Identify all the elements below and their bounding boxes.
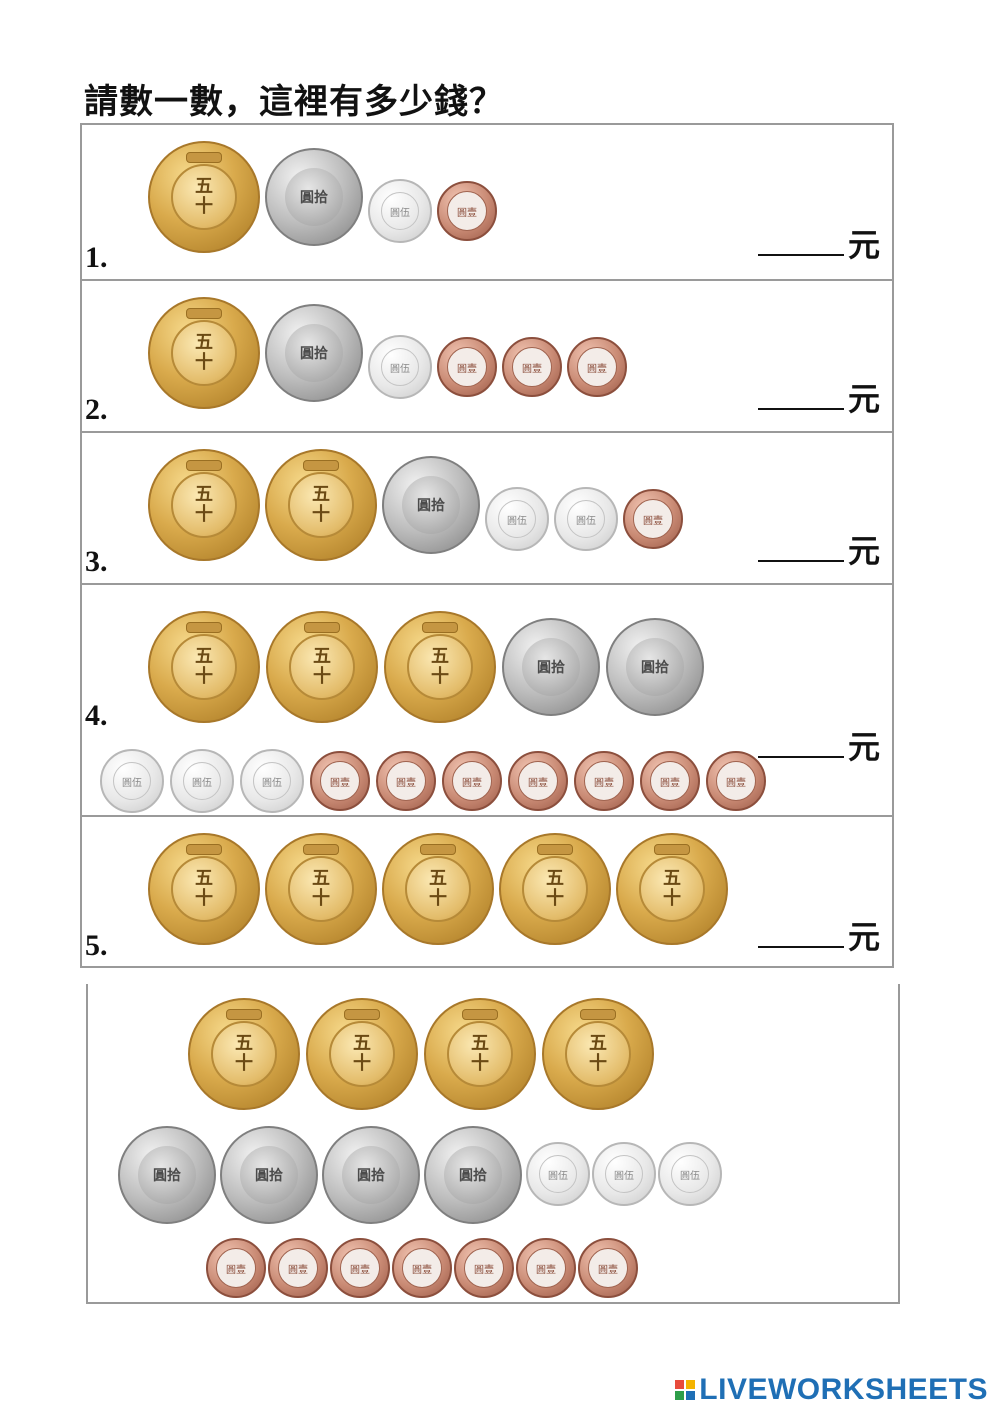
coin-5-icon: 圓伍 <box>368 179 432 243</box>
coin-10-icon: 圓拾 <box>265 148 363 246</box>
question-row: 2. 五十圓拾 圓伍 圓壹 圓壹 圓壹 元 <box>82 279 892 431</box>
coin-1-icon: 圓壹 <box>516 1238 576 1298</box>
coin-bank: 五十五十五十五十圓拾 圓拾 圓拾 圓拾 圓伍 圓伍 圓伍 圓壹 圓壹 圓壹 圓壹 圓壹 圓壹 圓壹 <box>86 984 900 1304</box>
coin-5-icon: 圓伍 <box>592 1142 656 1206</box>
coin-10-icon: 圓拾 <box>382 456 480 554</box>
coin-1-icon: 圓壹 <box>502 337 562 397</box>
coin-1-icon: 圓壹 <box>437 337 497 397</box>
coin-50-icon: 五十 <box>616 833 728 945</box>
coin-50-icon: 五十 <box>148 141 260 253</box>
answer-blank[interactable] <box>757 756 844 758</box>
answer-blank[interactable] <box>757 560 844 562</box>
answer-field[interactable]: 元 <box>757 918 880 956</box>
coin-5-icon: 圓伍 <box>368 335 432 399</box>
coin-1-icon: 圓壹 <box>442 751 502 811</box>
coin-5-icon: 圓伍 <box>100 749 164 813</box>
coin-1-icon: 圓壹 <box>640 751 700 811</box>
coin-10-icon: 圓拾 <box>606 618 704 716</box>
coin-10-icon: 圓拾 <box>265 304 363 402</box>
question-row: 1. 五十圓拾 圓伍 圓壹 元 <box>82 125 892 279</box>
coin-5-icon: 圓伍 <box>526 1142 590 1206</box>
unit-label: 元 <box>847 728 880 766</box>
question-number: 1. <box>85 241 108 274</box>
unit-label: 元 <box>847 918 880 956</box>
coin-10-icon: 圓拾 <box>424 1126 522 1224</box>
answer-blank[interactable] <box>757 946 844 948</box>
answer-field[interactable]: 元 <box>757 532 880 570</box>
question-row: 5. 五十五十五十五十五十 元 <box>82 815 892 966</box>
coin-5-icon: 圓伍 <box>554 487 618 551</box>
coin-1-icon: 圓壹 <box>567 337 627 397</box>
answer-field[interactable]: 元 <box>757 226 880 264</box>
logo-mark-icon <box>675 1380 696 1400</box>
coin-1-icon: 圓壹 <box>392 1238 452 1298</box>
question-number: 3. <box>85 545 108 578</box>
unit-label: 元 <box>847 380 880 418</box>
question-row: 3. 五十五十圓拾 圓伍 圓伍 圓壹 元 <box>82 431 892 583</box>
answer-field[interactable]: 元 <box>757 728 880 766</box>
coin-1-icon: 圓壹 <box>623 489 683 549</box>
question-number: 2. <box>85 393 108 426</box>
coin-50-icon: 五十 <box>499 833 611 945</box>
answer-field[interactable]: 元 <box>757 380 880 418</box>
coin-1-icon: 圓壹 <box>578 1238 638 1298</box>
coin-50-icon: 五十 <box>188 998 300 1110</box>
coin-10-icon: 圓拾 <box>220 1126 318 1224</box>
coin-50-icon: 五十 <box>148 611 260 723</box>
coin-5-icon: 圓伍 <box>170 749 234 813</box>
coin-1-icon: 圓壹 <box>310 751 370 811</box>
coin-1-icon: 圓壹 <box>206 1238 266 1298</box>
coin-50-icon: 五十 <box>424 998 536 1110</box>
answer-blank[interactable] <box>757 254 844 256</box>
coin-1-icon: 圓壹 <box>508 751 568 811</box>
liveworksheets-logo: LIVEWORKSHEETS <box>675 1373 988 1407</box>
coin-10-icon: 圓拾 <box>118 1126 216 1224</box>
coin-1-icon: 圓壹 <box>454 1238 514 1298</box>
coin-1-icon: 圓壹 <box>706 751 766 811</box>
coin-1-icon: 圓壹 <box>437 181 497 241</box>
coin-1-icon: 圓壹 <box>574 751 634 811</box>
coin-50-icon: 五十 <box>266 611 378 723</box>
question-number: 4. <box>85 699 108 732</box>
coin-1-icon: 圓壹 <box>376 751 436 811</box>
answer-blank[interactable] <box>757 408 844 410</box>
unit-label: 元 <box>847 532 880 570</box>
coin-1-icon: 圓壹 <box>330 1238 390 1298</box>
question-row: 4. 五十五十五十圓拾 圓拾 圓伍 圓伍 圓伍 圓壹 圓壹 圓壹 圓壹 圓壹 圓壹 圓壹 元 <box>82 583 892 815</box>
logo-text: LIVEWORKSHEETS <box>699 1373 988 1406</box>
coin-50-icon: 五十 <box>265 449 377 561</box>
coin-1-icon: 圓壹 <box>268 1238 328 1298</box>
questions-box: 1. 五十圓拾 圓伍 圓壹 元 2. 五十圓拾 圓伍 圓壹 圓壹 圓壹 元 3. 五十五十圓… <box>80 123 894 968</box>
coin-50-icon: 五十 <box>148 449 260 561</box>
coin-50-icon: 五十 <box>384 611 496 723</box>
coin-5-icon: 圓伍 <box>485 487 549 551</box>
coin-50-icon: 五十 <box>542 998 654 1110</box>
coin-50-icon: 五十 <box>306 998 418 1110</box>
coin-5-icon: 圓伍 <box>658 1142 722 1206</box>
worksheet-title: 請數一數，這裡有多少錢？ <box>84 82 504 122</box>
coin-5-icon: 圓伍 <box>240 749 304 813</box>
unit-label: 元 <box>847 226 880 264</box>
coin-50-icon: 五十 <box>265 833 377 945</box>
coin-50-icon: 五十 <box>148 297 260 409</box>
question-number: 5. <box>85 929 108 962</box>
coin-50-icon: 五十 <box>148 833 260 945</box>
coin-50-icon: 五十 <box>382 833 494 945</box>
coin-10-icon: 圓拾 <box>322 1126 420 1224</box>
coin-10-icon: 圓拾 <box>502 618 600 716</box>
